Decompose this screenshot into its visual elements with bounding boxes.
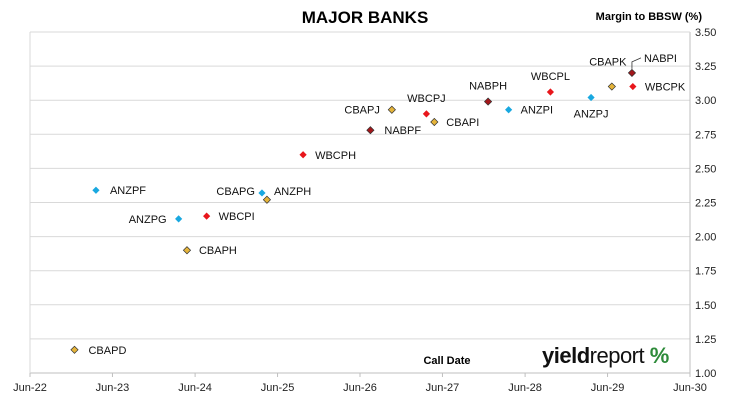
y-tick-label: 1.50 — [695, 300, 716, 312]
data-point-wbcph — [299, 151, 307, 159]
x-tick-label: Jun-23 — [96, 382, 130, 394]
logo-text-yield: yield — [542, 343, 590, 368]
data-label-anzph: ANZPH — [274, 186, 311, 198]
data-point-anzph — [258, 189, 266, 197]
data-label-nabpi: NABPI — [644, 53, 677, 65]
y-tick-label: 3.25 — [695, 61, 716, 73]
x-tick-label: Jun-29 — [591, 382, 625, 394]
data-point-nabph — [483, 97, 493, 106]
data-point-anzpf — [92, 186, 100, 194]
data-point-cbapg — [262, 195, 272, 204]
y-tick-label: 2.25 — [695, 198, 716, 210]
x-tick-label: Jun-22 — [13, 382, 47, 394]
data-label-cbapg: CBAPG — [216, 186, 255, 198]
data-label-wbcpj: WBCPJ — [407, 93, 446, 105]
data-label-anzpg: ANZPG — [129, 214, 167, 226]
x-tick-label: Jun-25 — [261, 382, 295, 394]
y-tick-label: 2.75 — [695, 129, 716, 141]
y-tick-label: 2.00 — [695, 232, 716, 244]
data-point-wbcpj — [422, 110, 431, 118]
x-tick-label: Jun-28 — [508, 382, 542, 394]
data-point-wbcpk — [629, 82, 637, 91]
data-point-anzpg — [175, 215, 183, 223]
y-tick-label: 1.75 — [695, 266, 716, 278]
data-label-cbaph: CBAPH — [199, 245, 237, 257]
data-label-cbapi: CBAPI — [446, 117, 479, 129]
data-point-nabpi — [627, 68, 637, 78]
y-tick-label: 2.50 — [695, 163, 716, 175]
chart-title: MAJOR BANKS — [301, 8, 429, 27]
data-label-wbcpl: WBCPL — [531, 71, 570, 83]
yieldreport-logo: yieldreport % — [542, 343, 669, 369]
logo-text-report: report — [589, 343, 645, 368]
y-tick-label: 3.00 — [695, 95, 716, 107]
data-label-anzpf: ANZPF — [110, 185, 146, 197]
data-label-nabpf: NABPF — [384, 125, 421, 137]
data-point-wbcpl — [546, 88, 555, 96]
x-tick-label: Jun-26 — [343, 382, 377, 394]
data-label-cbapd: CBAPD — [88, 345, 126, 357]
x-tick-label: Jun-24 — [178, 382, 212, 394]
data-point-wbcpi — [203, 212, 211, 220]
data-point-cbaph — [182, 246, 192, 255]
x-tick-label: Jun-30 — [673, 382, 707, 394]
data-point-nabpf — [366, 126, 375, 135]
y-tick-label: 1.00 — [695, 368, 716, 380]
data-label-wbcpk: WBCPK — [645, 82, 686, 94]
data-point-cbapk — [607, 82, 616, 91]
y-tick-label: 3.50 — [695, 27, 716, 39]
data-label-nabph: NABPH — [469, 81, 507, 93]
y-axis-title: Margin to BBSW (%) — [595, 11, 702, 23]
data-point-cbapd — [70, 345, 79, 354]
y-tick-label: 1.25 — [695, 334, 716, 346]
data-label-anzpj: ANZPJ — [574, 108, 609, 120]
data-label-anzpi: ANZPI — [521, 105, 553, 117]
data-point-anzpj — [587, 93, 595, 102]
data-point-cbapi — [430, 117, 439, 127]
x-axis-title: Call Date — [423, 355, 471, 367]
x-tick-label: Jun-27 — [426, 382, 460, 394]
percent-logo-icon: % — [649, 343, 670, 368]
data-label-cbapj: CBAPJ — [344, 105, 379, 117]
data-label-wbcpi: WBCPI — [219, 211, 255, 223]
data-point-anzpi — [505, 106, 513, 114]
leader-line-nabpi — [631, 57, 642, 69]
data-label-wbcph: WBCPH — [315, 150, 356, 162]
data-label-cbapk: CBAPK — [589, 57, 627, 69]
data-point-cbapj — [387, 105, 396, 114]
